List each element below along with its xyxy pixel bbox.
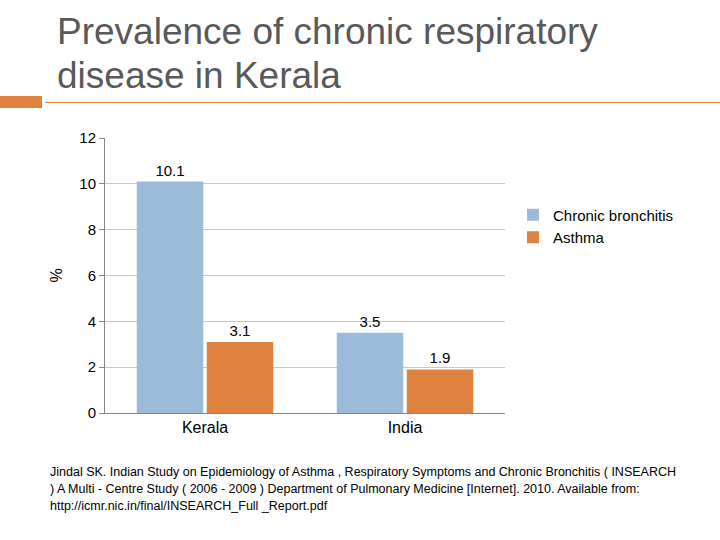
svg-text:Kerala: Kerala: [182, 419, 228, 436]
html-text:Prevalence of chronic respirat: Prevalence of chronic respiratory diseas…: [57, 11, 598, 96]
svg-text:India: India: [388, 419, 423, 436]
svg-text:Asthma: Asthma: [553, 229, 605, 246]
svg-text:1.9: 1.9: [430, 349, 451, 366]
svg-text:3.1: 3.1: [230, 322, 251, 339]
svg-text:10: 10: [79, 175, 96, 192]
svg-text:%: %: [48, 268, 65, 282]
svg-text:6: 6: [88, 267, 96, 284]
svg-text:8: 8: [88, 221, 96, 238]
html-text:Jindal SK. Indian Study on Epi: Jindal SK. Indian Study on Epidemiology …: [50, 465, 676, 513]
svg-text:2: 2: [88, 358, 96, 375]
svg-text:3.5: 3.5: [360, 313, 381, 330]
svg-text:12: 12: [79, 129, 96, 146]
svg-text:10.1: 10.1: [155, 162, 184, 179]
svg-text:0: 0: [88, 404, 96, 421]
svg-text:4: 4: [88, 313, 96, 330]
svg-text:Chronic bronchitis: Chronic bronchitis: [553, 207, 673, 224]
